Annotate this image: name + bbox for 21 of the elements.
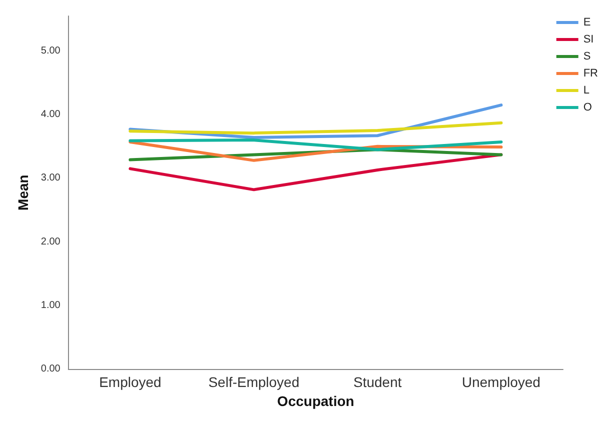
legend-label: E (583, 16, 591, 28)
x-tick-label: Unemployed (462, 374, 540, 390)
line-series (128, 121, 503, 135)
x-tick-label: Employed (99, 374, 162, 390)
x-tick-label: Self-Employed (208, 374, 300, 390)
legend-label: S (583, 50, 591, 62)
legend-label: SI (583, 34, 594, 46)
legend-label: O (583, 102, 592, 114)
y-tick-label: 0.00 (40, 364, 61, 375)
y-axis-title: Mean (15, 174, 31, 210)
y-tick-label: 4.00 (40, 109, 61, 120)
line-series (128, 138, 503, 152)
line-series (128, 153, 503, 192)
x-tick-label: Student (353, 374, 402, 390)
y-tick-label: 3.00 (40, 172, 61, 184)
y-tick-label: 2.00 (40, 236, 61, 248)
legend-label: FR (583, 68, 598, 80)
legend-label: L (583, 84, 590, 96)
y-tick-label: 1.00 (40, 300, 61, 311)
y-tick-label: 5.00 (40, 45, 61, 56)
x-axis-title: Occupation (277, 393, 354, 409)
